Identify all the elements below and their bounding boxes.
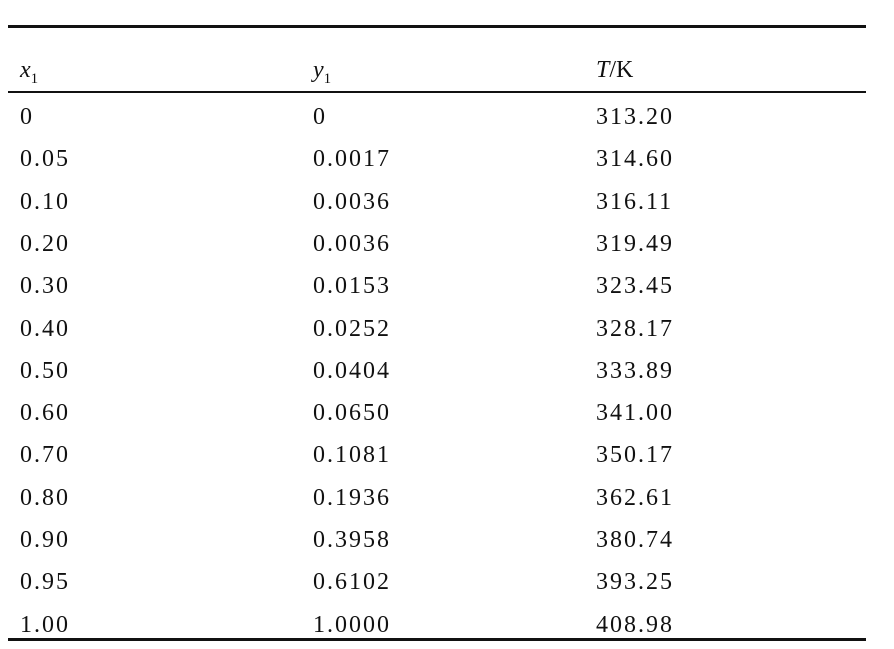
table-cell: 0.1936 [313,484,391,511]
table-cell: 380.74 [596,527,674,553]
table-cell: 0.40 [20,315,70,342]
header-rule [8,91,866,93]
header-symbol: x [20,57,31,83]
table-cell: 393.25 [596,569,674,596]
table-cell: 314.60 [596,146,674,173]
table-cell: 316.11 [596,188,674,215]
header-cell: y1 [313,55,331,94]
header-subscript: 1 [323,71,332,87]
table-cell: 0.30 [20,273,70,300]
table-cell: 323.45 [596,273,674,300]
table-cell: 0.60 [20,400,70,427]
table-cell: 0.70 [20,442,70,469]
table-cell: 0.95 [20,569,70,596]
table-cell: 408.98 [596,611,674,638]
table-cell: 0.50 [20,357,70,384]
header-symbol: T [596,57,610,83]
header-unit: /K [609,57,634,83]
header-cell: T/K [596,55,633,85]
header-symbol: y [313,57,324,83]
table-cell: 0 [20,104,34,130]
table-cell: 0.05 [20,146,70,173]
header-subscript: 1 [30,71,39,87]
table-cell: 350.17 [596,442,674,469]
table-cell: 0.90 [20,527,70,553]
table-cell: 0.3958 [313,527,391,553]
table-cell: 0.0153 [313,273,391,300]
table-cell: 0.1081 [313,442,391,469]
table-cell: 362.61 [596,484,674,511]
table-cell: 0.6102 [313,569,391,596]
table-cell: 341.00 [596,400,674,427]
bottom-rule [8,638,866,641]
table-cell: 333.89 [596,357,674,384]
header-cell: x1 [20,55,38,94]
table-cell: 0 [313,104,327,130]
table-cell: 0.80 [20,484,70,511]
table-cell: 0.0252 [313,315,391,342]
table-cell: 0.0404 [313,357,391,384]
table-cell: 328.17 [596,315,674,342]
table-cell: 1.0000 [313,611,391,638]
table-cell: 0.0017 [313,146,391,173]
table-cell: 319.49 [596,230,674,257]
table-cell: 0.10 [20,188,70,215]
table-cell: 0.0036 [313,230,391,257]
table-cell: 313.20 [596,104,674,130]
table-cell: 0.0650 [313,400,391,427]
table-cell: 1.00 [20,611,70,638]
top-rule [8,25,866,28]
table-cell: 0.20 [20,230,70,257]
table-cell: 0.0036 [313,188,391,215]
